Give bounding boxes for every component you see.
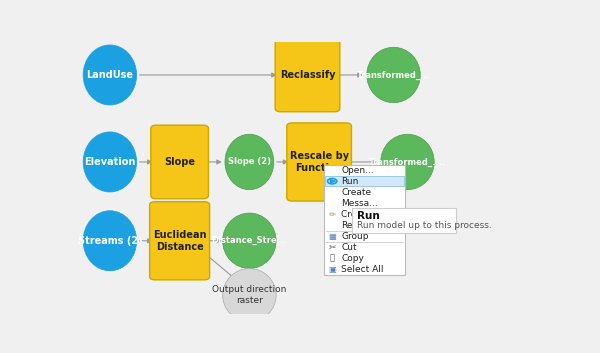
Text: Group: Group <box>341 232 369 241</box>
Text: Copy: Copy <box>341 254 364 263</box>
FancyBboxPatch shape <box>151 125 208 199</box>
Text: Run: Run <box>341 177 359 186</box>
Text: Rename: Rename <box>341 221 379 230</box>
Text: Distance_Stre...: Distance_Stre... <box>212 236 287 245</box>
FancyBboxPatch shape <box>275 38 340 112</box>
Ellipse shape <box>83 45 137 105</box>
Text: Messa...: Messa... <box>341 199 378 208</box>
Text: Select All: Select All <box>341 265 384 274</box>
Text: Run model up to this process.: Run model up to this process. <box>357 221 492 230</box>
Text: Open...: Open... <box>341 166 374 175</box>
Text: LandUse: LandUse <box>86 70 133 80</box>
FancyBboxPatch shape <box>149 202 209 280</box>
Text: Create Label: Create Label <box>341 210 399 219</box>
Text: Euclidean
Distance: Euclidean Distance <box>153 230 206 252</box>
Ellipse shape <box>83 211 137 271</box>
FancyBboxPatch shape <box>287 123 352 201</box>
Polygon shape <box>330 180 335 183</box>
Text: Streams (2): Streams (2) <box>77 236 142 246</box>
FancyBboxPatch shape <box>325 176 404 186</box>
Text: ▣: ▣ <box>328 265 336 274</box>
Ellipse shape <box>367 47 420 103</box>
Text: ✏: ✏ <box>329 210 335 219</box>
Text: Slope: Slope <box>164 157 195 167</box>
Text: Rescale by
Function: Rescale by Function <box>290 151 349 173</box>
FancyBboxPatch shape <box>324 164 405 275</box>
Text: Run: Run <box>357 210 380 221</box>
Text: ⎘: ⎘ <box>329 254 335 263</box>
Text: Output direction
raster: Output direction raster <box>212 286 287 305</box>
Ellipse shape <box>223 213 276 269</box>
Ellipse shape <box>225 134 274 190</box>
Text: Reclassify: Reclassify <box>280 70 335 80</box>
Text: ✂: ✂ <box>328 243 336 252</box>
Text: Elevation: Elevation <box>84 157 136 167</box>
FancyBboxPatch shape <box>352 208 456 233</box>
Text: Create: Create <box>341 188 371 197</box>
Text: Transformed_....: Transformed_.... <box>369 157 446 167</box>
Text: Transformed_...: Transformed_... <box>356 70 430 79</box>
Ellipse shape <box>83 132 137 192</box>
Text: Slope (2): Slope (2) <box>228 157 271 167</box>
Text: Cut: Cut <box>341 243 357 252</box>
Ellipse shape <box>223 269 276 322</box>
Ellipse shape <box>381 134 434 190</box>
Text: ▦: ▦ <box>328 232 336 241</box>
